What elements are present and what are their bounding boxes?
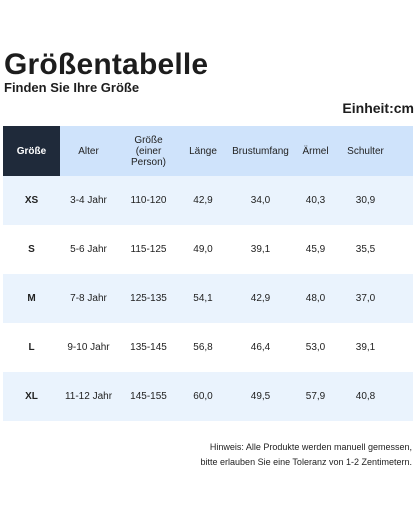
cell-shoulder: 30,9 bbox=[355, 195, 376, 206]
cell-shoulder: 35,5 bbox=[355, 244, 376, 255]
cell-chest: 42,9 bbox=[250, 293, 271, 304]
cell-size: M bbox=[27, 293, 36, 304]
cell-size: L bbox=[28, 342, 35, 353]
cell-chest: 39,1 bbox=[250, 244, 271, 255]
table-header-row: Größe Alter Größe (einer Person) Länge B… bbox=[3, 126, 413, 176]
cell-length: 54,1 bbox=[193, 293, 213, 304]
cell-sleeve: 53,0 bbox=[305, 342, 326, 353]
page-subtitle: Finden Sie Ihre Größe bbox=[4, 80, 140, 95]
cell-length: 42,9 bbox=[193, 195, 213, 206]
cell-age: 11-12 Jahr bbox=[64, 391, 113, 402]
header-shoulder: Schulter bbox=[347, 145, 384, 157]
cell-sleeve: 40,3 bbox=[305, 195, 326, 206]
header-height-line2: (einer Person) bbox=[130, 145, 166, 168]
header-height-line1: Größe bbox=[134, 134, 163, 146]
header-sleeve: Ärmel bbox=[302, 145, 329, 157]
cell-height: 115-125 bbox=[130, 244, 167, 255]
cell-length: 56,8 bbox=[193, 342, 213, 353]
cell-height: 125-135 bbox=[130, 293, 167, 304]
cell-sleeve: 45,9 bbox=[305, 244, 326, 255]
cell-age: 3-4 Jahr bbox=[70, 195, 107, 206]
header-size: Größe bbox=[3, 126, 60, 176]
header-length: Länge bbox=[189, 145, 217, 157]
header-age: Alter bbox=[78, 145, 99, 157]
cell-size: XL bbox=[25, 391, 38, 402]
cell-size: S bbox=[28, 244, 35, 255]
cell-height: 135-145 bbox=[130, 342, 167, 353]
table-row: L 9-10 Jahr 135-145 56,8 46,4 53,0 39,1 bbox=[3, 323, 413, 372]
cell-chest: 34,0 bbox=[250, 195, 271, 206]
note-line-2: bitte erlauben Sie eine Toleranz von 1-2… bbox=[200, 457, 412, 467]
table-row: M 7-8 Jahr 125-135 54,1 42,9 48,0 37,0 bbox=[3, 274, 413, 323]
note-line-1: Hinweis: Alle Produkte werden manuell ge… bbox=[209, 442, 412, 452]
table-row: S 5-6 Jahr 115-125 49,0 39,1 45,9 35,5 bbox=[3, 225, 413, 274]
table-row: XL 11-12 Jahr 145-155 60,0 49,5 57,9 40,… bbox=[3, 372, 413, 421]
cell-height: 110-120 bbox=[130, 195, 167, 206]
cell-chest: 46,4 bbox=[250, 342, 271, 353]
cell-length: 60,0 bbox=[193, 391, 213, 402]
cell-length: 49,0 bbox=[193, 244, 213, 255]
cell-size: XS bbox=[24, 195, 39, 206]
cell-shoulder: 39,1 bbox=[355, 342, 376, 353]
table-row: XS 3-4 Jahr 110-120 42,9 34,0 40,3 30,9 bbox=[3, 176, 413, 225]
cell-sleeve: 48,0 bbox=[305, 293, 326, 304]
size-table: Größe Alter Größe (einer Person) Länge B… bbox=[3, 126, 413, 421]
page-title: Größentabelle bbox=[4, 48, 209, 81]
header-chest: Brustumfang bbox=[232, 145, 289, 157]
measurement-note: Hinweis: Alle Produkte werden manuell ge… bbox=[201, 440, 412, 470]
cell-chest: 49,5 bbox=[250, 391, 271, 402]
cell-sleeve: 57,9 bbox=[305, 391, 326, 402]
cell-shoulder: 37,0 bbox=[355, 293, 376, 304]
unit-label: Einheit:cm bbox=[342, 100, 414, 116]
cell-age: 5-6 Jahr bbox=[70, 244, 107, 255]
cell-age: 7-8 Jahr bbox=[70, 293, 107, 304]
cell-height: 145-155 bbox=[130, 391, 167, 402]
cell-age: 9-10 Jahr bbox=[67, 342, 110, 353]
header-height: Größe (einer Person) bbox=[117, 126, 180, 176]
cell-shoulder: 40,8 bbox=[355, 391, 376, 402]
